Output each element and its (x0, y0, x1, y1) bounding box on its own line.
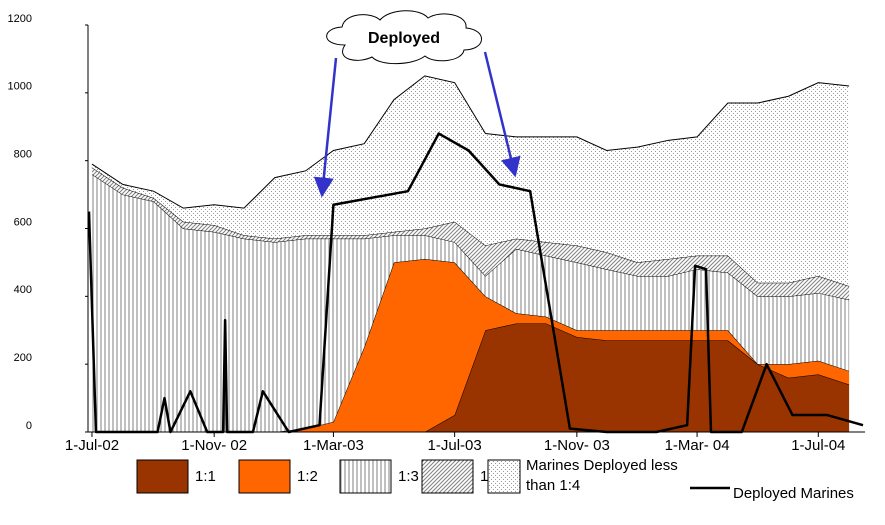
area (91, 174, 850, 432)
x-tick-label: 1-Jul-03 (428, 437, 482, 454)
legend-label: 1:1 (195, 468, 216, 485)
legend-label: 1:2 (297, 468, 318, 485)
y-tick-label: 0 (26, 420, 32, 432)
area-edge (91, 75, 850, 209)
y-tick-label: 400 (14, 284, 32, 296)
legend-swatch (339, 459, 392, 494)
cloud (326, 10, 482, 65)
legend-label: Marines Deployed less than 1:4 (526, 457, 678, 494)
area (91, 167, 850, 300)
y-tick-label: 200 (14, 352, 32, 364)
area (91, 323, 850, 432)
area (91, 259, 850, 432)
area (91, 75, 850, 287)
y-tick-label: 1200 (8, 13, 32, 25)
x-tick-label: 1-Jul-04 (791, 437, 845, 454)
annotation: Deployed (313, 10, 521, 198)
legend-swatch (487, 459, 521, 494)
legend-swatch (136, 459, 189, 494)
legend-label: Deployed Marines (733, 485, 854, 502)
x-tick-label: 1-Nov- 03 (544, 437, 610, 454)
legend-swatch (421, 459, 474, 494)
plot: 0 200 400 600 800 1000 1200 1-Jul-02 1-Nov- 02 1-… (8, 13, 865, 454)
line (87, 132, 864, 434)
x-tick-label: 1-Mar-03 (303, 437, 364, 454)
legend-swatch (238, 459, 291, 494)
arrow (483, 51, 521, 178)
x-tick-label: 1-Jul-02 (65, 437, 119, 454)
x-tick-label: 1-Nov- 02 (181, 437, 247, 454)
y-tick-label: 800 (14, 149, 32, 161)
arrow (313, 57, 338, 198)
y-tick-label: 600 (14, 216, 32, 228)
x-tick-label: 1-Mar- 04 (665, 437, 730, 454)
y-tick-label: 1000 (8, 81, 32, 93)
area-edge (91, 173, 850, 301)
annotation-text: Deployed (368, 30, 440, 47)
legend-label: 1:3 (398, 468, 419, 485)
